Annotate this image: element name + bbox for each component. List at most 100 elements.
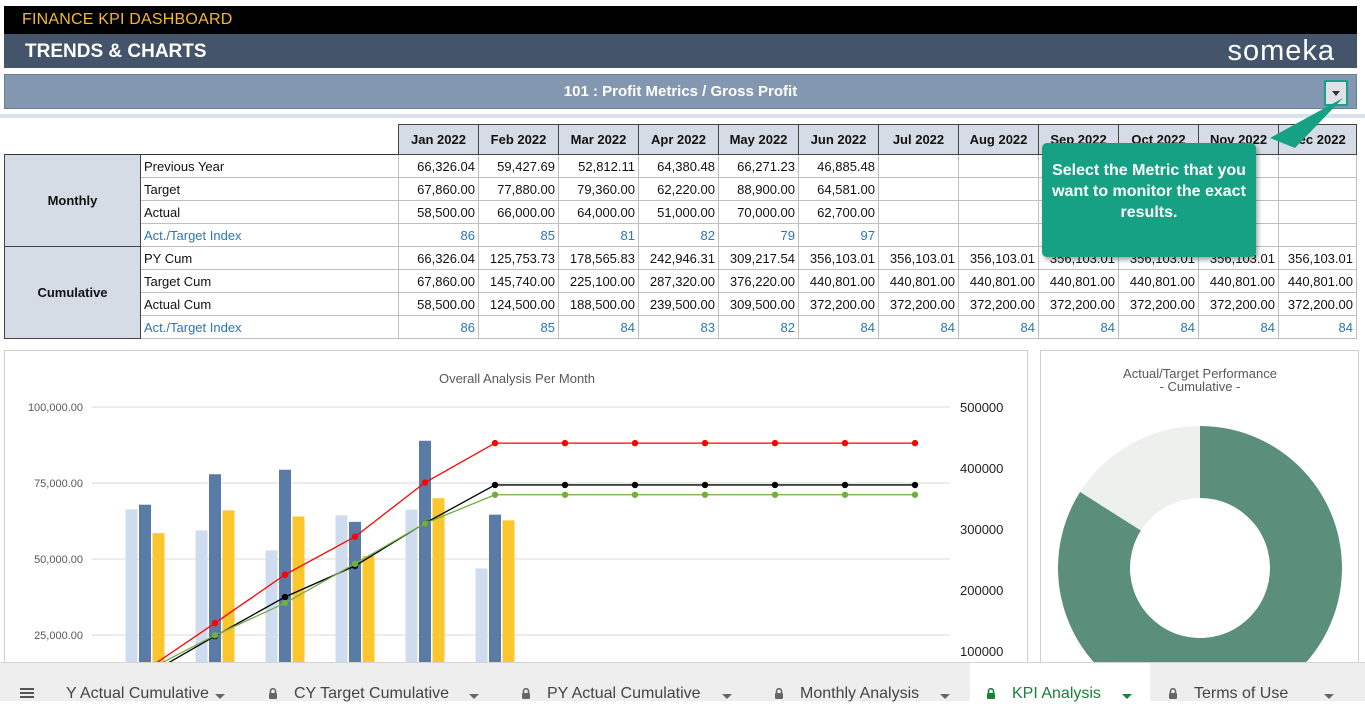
table-cell[interactable]: 64,380.48 — [638, 154, 719, 178]
sheet-tab[interactable]: KPI Analysis — [970, 663, 1150, 702]
chevron-down-icon[interactable] — [722, 694, 732, 699]
table-cell[interactable]: 440,801.00 — [958, 269, 1039, 293]
table-cell[interactable]: 188,500.00 — [558, 292, 639, 316]
table-cell[interactable]: 309,500.00 — [718, 292, 799, 316]
table-cell[interactable]: 84 — [1118, 315, 1199, 339]
table-cell[interactable]: 77,880.00 — [478, 177, 559, 201]
table-cell[interactable]: 84 — [958, 315, 1039, 339]
table-cell[interactable]: 70,000.00 — [718, 200, 799, 224]
table-cell[interactable]: 58,500.00 — [398, 200, 479, 224]
table-cell[interactable] — [958, 223, 1039, 247]
bar-mark — [475, 568, 488, 671]
metric-selector[interactable]: 101 : Profit Metrics / Gross Profit — [4, 74, 1357, 109]
sheet-tab[interactable]: CY Target Cumulative — [252, 663, 497, 702]
table-cell[interactable]: 372,200.00 — [958, 292, 1039, 316]
table-cell[interactable] — [1278, 177, 1357, 201]
table-cell[interactable]: 239,500.00 — [638, 292, 719, 316]
table-cell[interactable]: 67,860.00 — [398, 177, 479, 201]
table-cell[interactable]: 79,360.00 — [558, 177, 639, 201]
table-cell[interactable]: 67,860.00 — [398, 269, 479, 293]
table-cell[interactable]: 372,200.00 — [1278, 292, 1357, 316]
table-cell[interactable]: 59,427.69 — [478, 154, 559, 178]
table-cell[interactable] — [1278, 154, 1357, 178]
table-cell[interactable]: 86 — [398, 223, 479, 247]
table-cell[interactable]: 440,801.00 — [1038, 269, 1119, 293]
table-cell[interactable]: 440,801.00 — [1198, 269, 1279, 293]
sheet-tab[interactable]: PY Actual Cumulative — [505, 663, 750, 702]
table-cell[interactable]: 97 — [798, 223, 879, 247]
table-cell[interactable] — [878, 177, 959, 201]
table-cell[interactable]: 84 — [798, 315, 879, 339]
table-cell[interactable]: 356,103.01 — [878, 246, 959, 270]
table-cell[interactable]: 66,000.00 — [478, 200, 559, 224]
table-cell[interactable]: 440,801.00 — [798, 269, 879, 293]
table-cell[interactable]: 376,220.00 — [718, 269, 799, 293]
table-cell[interactable]: 82 — [638, 223, 719, 247]
table-cell[interactable]: 84 — [878, 315, 959, 339]
table-cell[interactable] — [878, 200, 959, 224]
table-cell[interactable]: 64,000.00 — [558, 200, 639, 224]
table-cell[interactable]: 440,801.00 — [878, 269, 959, 293]
table-cell[interactable]: 309,217.54 — [718, 246, 799, 270]
table-cell[interactable]: 62,220.00 — [638, 177, 719, 201]
table-cell[interactable]: 51,000.00 — [638, 200, 719, 224]
table-cell[interactable]: 242,946.31 — [638, 246, 719, 270]
bar-mark — [419, 440, 431, 671]
table-cell[interactable]: 86 — [398, 315, 479, 339]
chevron-down-icon[interactable] — [1324, 694, 1334, 699]
sheets-menu-icon[interactable] — [20, 688, 34, 698]
table-cell[interactable]: 372,200.00 — [1198, 292, 1279, 316]
bar-mark — [405, 509, 418, 671]
chevron-down-icon[interactable] — [215, 694, 225, 699]
table-cell[interactable]: 79 — [718, 223, 799, 247]
chevron-down-icon[interactable] — [940, 694, 950, 699]
table-cell[interactable]: 372,200.00 — [878, 292, 959, 316]
table-cell[interactable] — [1278, 200, 1357, 224]
table-cell[interactable]: 125,753.73 — [478, 246, 559, 270]
table-cell[interactable]: 440,801.00 — [1118, 269, 1199, 293]
table-cell[interactable] — [958, 200, 1039, 224]
table-cell[interactable]: 84 — [1198, 315, 1279, 339]
table-cell[interactable] — [958, 177, 1039, 201]
table-cell[interactable]: 66,271.23 — [718, 154, 799, 178]
table-cell[interactable] — [878, 223, 959, 247]
table-cell[interactable]: 356,103.01 — [958, 246, 1039, 270]
sheet-tab[interactable]: Y Actual Cumulative — [48, 663, 243, 702]
table-cell[interactable]: 83 — [638, 315, 719, 339]
table-cell[interactable]: 85 — [478, 223, 559, 247]
table-cell[interactable]: 84 — [1038, 315, 1119, 339]
table-cell[interactable] — [878, 154, 959, 178]
table-cell[interactable]: 64,581.00 — [798, 177, 879, 201]
table-cell[interactable]: 62,700.00 — [798, 200, 879, 224]
table-cell[interactable] — [958, 154, 1039, 178]
table-cell[interactable]: 88,900.00 — [718, 177, 799, 201]
table-cell[interactable]: 124,500.00 — [478, 292, 559, 316]
table-cell[interactable]: 287,320.00 — [638, 269, 719, 293]
table-cell[interactable]: 66,326.04 — [398, 246, 479, 270]
chevron-down-icon[interactable] — [469, 694, 479, 699]
table-cell[interactable]: 84 — [1278, 315, 1357, 339]
table-cell[interactable]: 356,103.01 — [1278, 246, 1357, 270]
sheet-tab[interactable]: Monthly Analysis — [758, 663, 968, 702]
chevron-down-icon[interactable] — [1122, 694, 1132, 699]
table-cell[interactable]: 58,500.00 — [398, 292, 479, 316]
table-cell[interactable]: 84 — [558, 315, 639, 339]
table-cell[interactable]: 225,100.00 — [558, 269, 639, 293]
table-cell[interactable]: 66,326.04 — [398, 154, 479, 178]
table-cell[interactable]: 372,200.00 — [798, 292, 879, 316]
table-cell[interactable]: 372,200.00 — [1038, 292, 1119, 316]
table-cell[interactable]: 82 — [718, 315, 799, 339]
table-cell[interactable]: 356,103.01 — [798, 246, 879, 270]
table-cell[interactable]: 52,812.11 — [558, 154, 639, 178]
table-cell[interactable]: 85 — [478, 315, 559, 339]
table-cell[interactable]: 145,740.00 — [478, 269, 559, 293]
table-cell[interactable]: 81 — [558, 223, 639, 247]
sheet-tab[interactable]: Terms of Use — [1152, 663, 1352, 702]
overall-analysis-chart-svg: Overall Analysis Per Month 25,000.00 50,0… — [28, 371, 1003, 671]
table-cell[interactable] — [1278, 223, 1357, 247]
table-cell[interactable]: 440,801.00 — [1278, 269, 1357, 293]
table-cell[interactable]: 178,565.83 — [558, 246, 639, 270]
table-cell[interactable]: 372,200.00 — [1118, 292, 1199, 316]
table-cell[interactable]: 46,885.48 — [798, 154, 879, 178]
metric-dropdown-button[interactable] — [1324, 80, 1348, 106]
